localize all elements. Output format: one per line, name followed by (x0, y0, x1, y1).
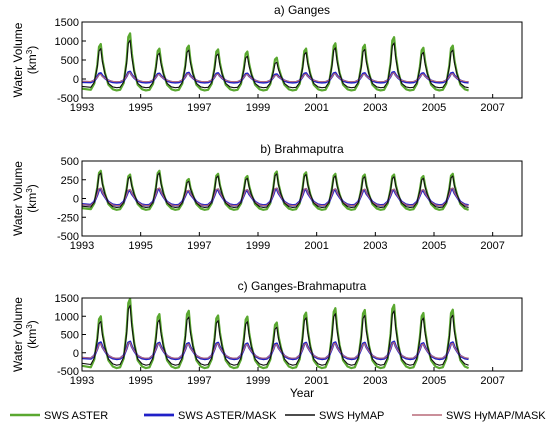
y-axis-title-close: ) (25, 46, 39, 50)
plot-frame (81, 21, 523, 99)
x-tick-label: 2003 (363, 240, 387, 252)
x-tick-label: 2005 (422, 375, 446, 387)
x-tick-label: 1997 (187, 375, 211, 387)
x-tick-label: 1999 (246, 375, 270, 387)
x-tick-label: 1995 (128, 102, 152, 114)
panel-series (82, 32, 469, 92)
x-tick-label: 1999 (246, 240, 270, 252)
y-tick-label: 0 (73, 348, 79, 360)
y-tick-label: 250 (61, 175, 79, 187)
y-tick-label: -500 (57, 366, 79, 378)
series-line-aster (82, 169, 469, 211)
y-axis-title-unit: (km (25, 193, 39, 213)
panel-series (82, 169, 469, 211)
x-tick-label: 2005 (422, 240, 446, 252)
y-tick-label: 0 (73, 74, 79, 86)
y-axis-title-line1: Water Volume (11, 22, 25, 97)
legend-label: SWS ASTER (44, 410, 108, 422)
x-tick-label: 2007 (480, 375, 504, 387)
y-axis-title-line1: Water Volume (11, 161, 25, 236)
y-tick-label: -250 (57, 212, 79, 224)
y-tick-label: 0 (73, 194, 79, 206)
x-tick-label: 1993 (70, 102, 94, 114)
y-axis-title-unit: (km (25, 54, 39, 74)
series-line-aster (82, 298, 470, 370)
x-tick-label: 1999 (246, 102, 270, 114)
y-axis-title-sup: 3 (25, 49, 34, 54)
panel-series (82, 298, 470, 370)
series-line-hymap (82, 39, 469, 89)
x-tick-label: 1997 (187, 102, 211, 114)
x-tick-label: 1993 (70, 375, 94, 387)
x-tick-label: 2003 (363, 375, 387, 387)
x-axis-title: Year (290, 386, 314, 400)
series-line-hymap (82, 304, 469, 366)
legend: SWS ASTER SWS ASTER/MASK SWS HyMAP SWS HyMA… (10, 410, 546, 422)
series-line-aster-mask (82, 187, 469, 207)
y-axis-title-close: ) (25, 320, 39, 324)
x-tick-label: 2001 (304, 240, 328, 252)
y-axis-title-line1: Water Volume (11, 297, 25, 372)
y-axis-title: Water Volume(km3) (11, 161, 39, 236)
y-axis-title-close: ) (25, 184, 39, 188)
legend-label: SWS HyMAP/MASK (446, 410, 546, 422)
series-line-hymap-mask (82, 341, 469, 359)
x-tick-label: 2001 (304, 375, 328, 387)
x-tick-label: 2003 (363, 102, 387, 114)
y-tick-label: 500 (61, 330, 79, 342)
y-axis-title-unit: (km (25, 329, 39, 349)
plot-frame (81, 160, 523, 237)
y-axis-title: Water Volume(km3) (11, 22, 39, 97)
x-tick-label: 1997 (187, 240, 211, 252)
legend-label: SWS ASTER/MASK (178, 410, 277, 422)
y-axis-title: Water Volume(km3) (11, 297, 39, 372)
x-tick-label: 1995 (128, 240, 152, 252)
plot-frame (81, 297, 523, 372)
panel-title: a) Ganges (274, 3, 330, 17)
y-tick-label: 500 (61, 156, 79, 168)
series-line-hymap-mask (82, 71, 469, 83)
x-tick-label: 1995 (128, 375, 152, 387)
series-line-hymap (82, 172, 469, 209)
x-tick-label: 2001 (304, 102, 328, 114)
panel-3: c) Ganges-Brahmaputra150010005000-500199… (11, 279, 523, 387)
y-tick-label: -500 (57, 93, 79, 105)
series-line-aster (82, 32, 469, 92)
legend-label: SWS HyMAP (319, 410, 384, 422)
x-tick-label: 2007 (480, 102, 504, 114)
y-tick-label: 1000 (55, 36, 79, 48)
y-axis-title-sup: 3 (25, 188, 34, 193)
panel-title: c) Ganges-Brahmaputra (238, 279, 367, 293)
x-tick-label: 1993 (70, 240, 94, 252)
x-tick-label: 2007 (480, 240, 504, 252)
y-tick-label: 1500 (55, 17, 79, 29)
x-tick-label: 2005 (422, 102, 446, 114)
y-tick-label: 1500 (55, 293, 79, 305)
y-axis-title-sup: 3 (25, 324, 34, 329)
y-tick-label: 1000 (55, 311, 79, 323)
y-tick-label: 500 (61, 55, 79, 67)
panel-title: b) Brahmaputra (260, 142, 344, 156)
y-tick-label: -500 (57, 231, 79, 243)
